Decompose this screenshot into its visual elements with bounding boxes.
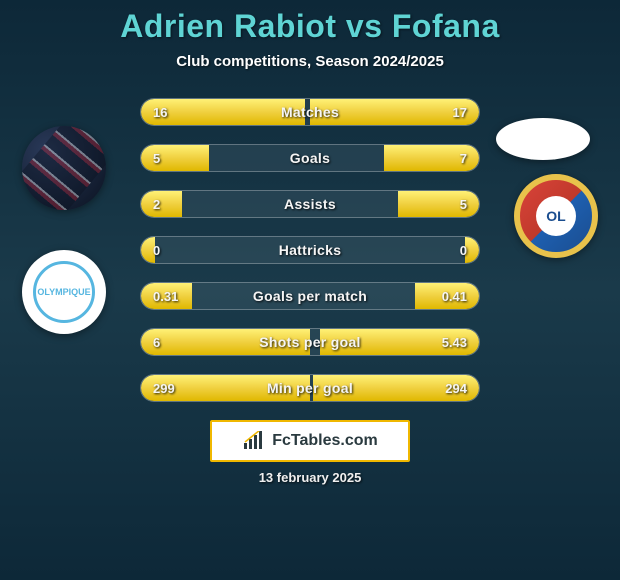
- footer-date: 13 february 2025: [0, 470, 620, 485]
- stat-row: 1617Matches: [140, 98, 480, 126]
- stat-label: Assists: [141, 191, 479, 217]
- stat-row: 57Goals: [140, 144, 480, 172]
- stat-label: Shots per goal: [141, 329, 479, 355]
- fctables-logo: FcTables.com: [210, 420, 410, 462]
- comparison-card: Adrien Rabiot vs Fofana Club competition…: [0, 0, 620, 580]
- marseille-inner: OLYMPIQUE: [33, 261, 95, 323]
- subtitle: Club competitions, Season 2024/2025: [0, 53, 620, 70]
- stat-row: 25Assists: [140, 190, 480, 218]
- psg-pattern: [22, 126, 106, 210]
- stat-row: 0.310.41Goals per match: [140, 282, 480, 310]
- stat-row: 00Hattricks: [140, 236, 480, 264]
- stat-row: 299294Min per goal: [140, 374, 480, 402]
- stat-label: Hattricks: [141, 237, 479, 263]
- chart-icon: [242, 431, 266, 451]
- stat-label: Min per goal: [141, 375, 479, 401]
- footer-site-text: FcTables.com: [272, 432, 378, 450]
- stat-label: Goals: [141, 145, 479, 171]
- lyon-inner: OL: [536, 196, 576, 236]
- psg-badge: [22, 126, 106, 210]
- stat-row: 65.43Shots per goal: [140, 328, 480, 356]
- stat-label: Goals per match: [141, 283, 479, 309]
- lyon-badge: OL: [514, 174, 598, 258]
- marseille-badge: OLYMPIQUE: [22, 250, 106, 334]
- stat-label: Matches: [141, 99, 479, 125]
- page-title: Adrien Rabiot vs Fofana: [0, 8, 620, 45]
- stats-list: 1617Matches 57Goals 25Assists 00Hattricks 0.…: [140, 98, 480, 402]
- blank-oval-badge: [496, 118, 590, 160]
